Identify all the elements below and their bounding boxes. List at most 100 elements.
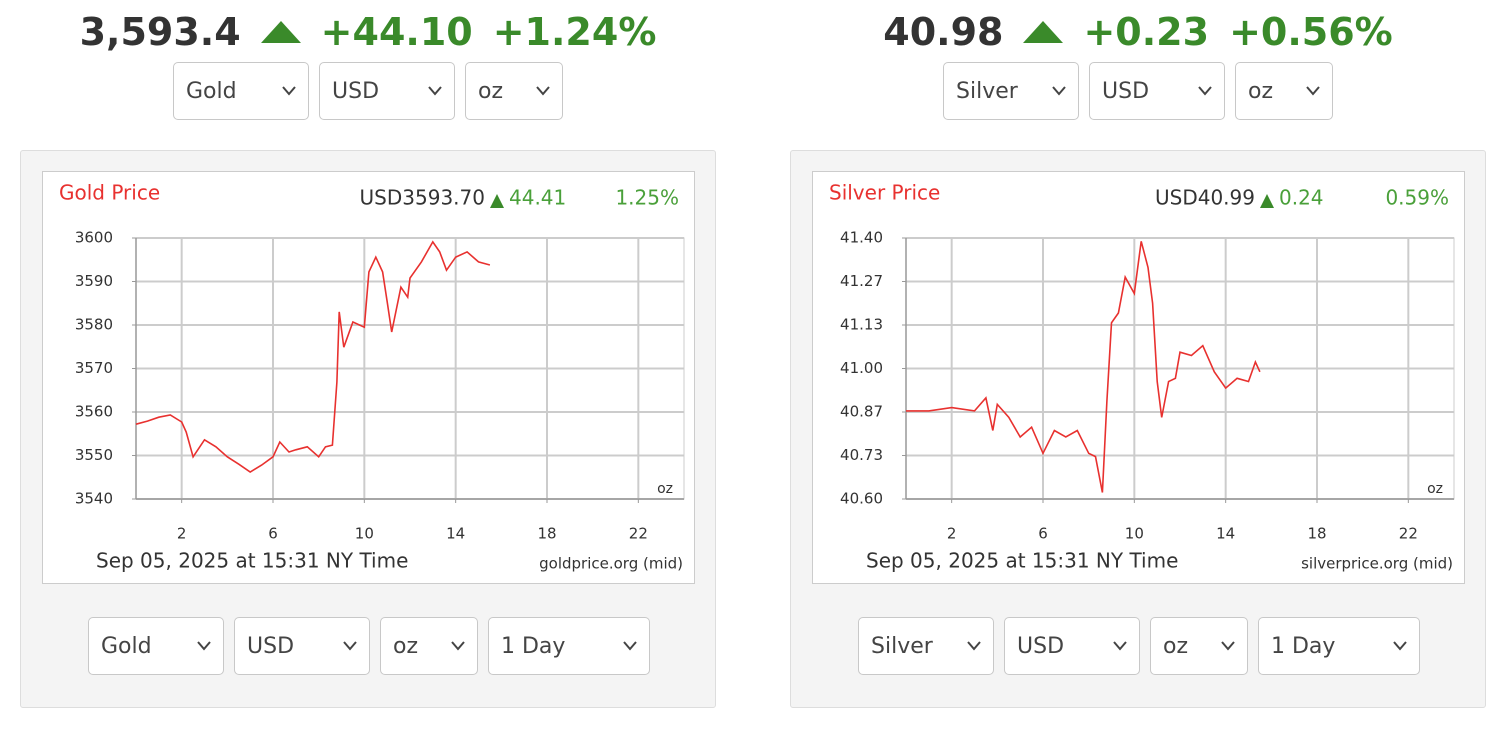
dropdown[interactable]: USD [234, 617, 370, 675]
up-arrow [1023, 21, 1064, 43]
dropdown-label: Silver [956, 78, 1018, 104]
dropdown[interactable]: 1 Day [488, 617, 650, 675]
quote-arrow [1260, 194, 1274, 208]
up-arrow-shape [260, 21, 301, 43]
change: +0.23 [1083, 10, 1210, 54]
chevron-path [1306, 86, 1320, 96]
price-line [906, 241, 1261, 493]
timestamp: Sep 05, 2025 at 15:31 NY Time [96, 549, 408, 573]
x-tick-label: 14 [1216, 525, 1235, 543]
chart-title: Gold Price [59, 181, 160, 205]
dropdown-label: Gold [186, 78, 237, 104]
quote-change: 0.24 [1279, 186, 1324, 210]
y-tick-label: 3580 [75, 316, 113, 334]
price-line [135, 240, 491, 473]
bottom-selects: Silver USD oz 1 Day [791, 617, 1487, 675]
dropdown-label: Silver [871, 633, 933, 659]
y-tick-label: 40.87 [840, 402, 883, 420]
chevron-path [1113, 641, 1127, 651]
y-tick-label: 3570 [75, 359, 113, 377]
bottom-selects: Gold USD oz 1 Day [21, 617, 717, 675]
y-tick-label: 3560 [75, 403, 113, 421]
unit-label: oz [657, 481, 673, 497]
chevron [1052, 86, 1066, 96]
chevron-path [428, 86, 442, 96]
panel: 3,593.4 +44.10 +1.24% Gold USD oz Gold Price US… [20, 0, 716, 732]
chevron [197, 641, 211, 651]
x-tick-label: 6 [1038, 525, 1048, 543]
quote: USD40.99 [1155, 186, 1255, 210]
price: 3,593.4 [79, 10, 241, 54]
dropdown[interactable]: Silver [858, 617, 994, 675]
dropdown[interactable]: oz [1150, 617, 1248, 675]
chevron [428, 86, 442, 96]
top-selects: Silver USD oz [790, 62, 1486, 120]
y-tick-label: 41.00 [840, 359, 883, 377]
y-tick-label: 3590 [75, 272, 113, 290]
chart: Gold Price USD3593.70 44.41 1.25% 3540 3550 35… [59, 181, 685, 573]
top-selects: Gold USD oz [20, 62, 716, 120]
source: silverprice.org (mid) [1301, 555, 1453, 573]
quote-change: 44.41 [509, 186, 566, 210]
chevron-path [343, 641, 357, 651]
quote-change-percent: 1.25% [615, 186, 679, 210]
chevron [623, 641, 637, 651]
x-tick-label: 6 [268, 525, 278, 543]
dropdown[interactable]: USD [319, 62, 455, 120]
x-tick-label: 14 [446, 525, 465, 543]
x-tick-label: 18 [537, 525, 556, 543]
panel: 40.98 +0.23 +0.56% Silver USD oz Silver Price U… [790, 0, 1486, 732]
chevron-path [623, 641, 637, 651]
chevron-path [282, 86, 296, 96]
chevron [536, 86, 550, 96]
dropdown-label: USD [1017, 633, 1065, 659]
x-tick-label: 22 [1399, 525, 1418, 543]
dropdown[interactable]: USD [1089, 62, 1225, 120]
chevron [1306, 86, 1320, 96]
price-header: 40.98 +0.23 +0.56% [790, 4, 1486, 60]
change: +44.10 [320, 10, 473, 54]
dropdown-label: 1 Day [1271, 633, 1336, 659]
chevron [1221, 641, 1235, 651]
unit-label: oz [1427, 481, 1443, 497]
quote-arrow [490, 194, 504, 208]
dropdown[interactable]: oz [380, 617, 478, 675]
quote: USD3593.70 [360, 186, 485, 210]
x-tick-label: 22 [629, 525, 648, 543]
y-tick-label: 3600 [75, 229, 113, 247]
y-tick-label: 41.27 [840, 272, 883, 290]
dropdown[interactable]: USD [1004, 617, 1140, 675]
dropdown-label: oz [1248, 78, 1274, 104]
chart-card: Gold Price USD3593.70 44.41 1.25% 3540 3550 35… [20, 150, 716, 708]
change-percent: +0.56% [1229, 10, 1393, 54]
dropdown-label: USD [247, 633, 295, 659]
dropdown[interactable]: Gold [173, 62, 309, 120]
dropdown[interactable]: oz [1235, 62, 1333, 120]
dropdown-label: Gold [101, 633, 152, 659]
y-tick-label: 3540 [75, 490, 113, 508]
chevron-path [197, 641, 211, 651]
y-tick-label: 41.13 [840, 316, 883, 334]
chevron [1393, 641, 1407, 651]
chevron-path [1393, 641, 1407, 651]
dropdown-label: USD [1102, 78, 1150, 104]
chevron-path [451, 641, 465, 651]
chevron-path [1052, 86, 1066, 96]
chevron [1198, 86, 1212, 96]
source: goldprice.org (mid) [539, 555, 683, 573]
y-tick-label: 41.40 [840, 229, 883, 247]
chart: Silver Price USD40.99 0.24 0.59% 40.60 40.73 4… [829, 181, 1455, 573]
chart-box: Silver Price USD40.99 0.24 0.59% 40.60 40.73 4… [812, 171, 1465, 584]
chevron-path [967, 641, 981, 651]
dropdown-label: USD [332, 78, 380, 104]
y-tick-label: 3550 [75, 446, 113, 464]
timestamp: Sep 05, 2025 at 15:31 NY Time [866, 549, 1178, 573]
dropdown[interactable]: Silver [943, 62, 1079, 120]
dropdown[interactable]: oz [465, 62, 563, 120]
chevron-path [1198, 86, 1212, 96]
chevron-path [536, 86, 550, 96]
dropdown[interactable]: 1 Day [1258, 617, 1420, 675]
up-arrow-shape [1023, 21, 1064, 43]
dropdown[interactable]: Gold [88, 617, 224, 675]
